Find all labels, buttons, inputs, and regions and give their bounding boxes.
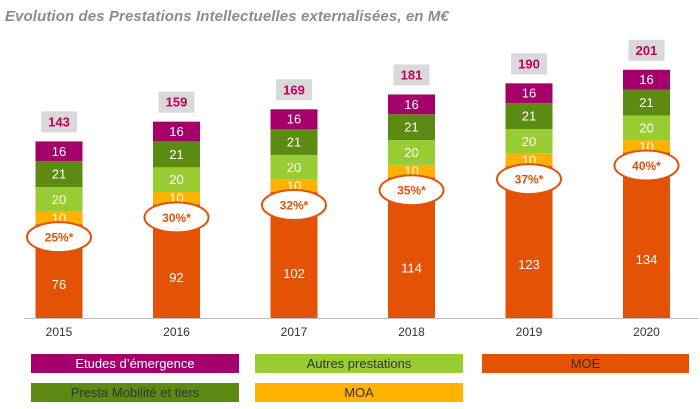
segment-value-label: 21 <box>169 147 183 162</box>
segment-value-label: 102 <box>283 266 305 281</box>
percent-label: 35%* <box>397 184 426 198</box>
total-value-label: 190 <box>518 56 540 71</box>
segment-value-label: 20 <box>287 160 301 175</box>
bar-segment-2020-1 <box>623 140 670 153</box>
total-box <box>41 111 77 133</box>
bar-segment-2017-2 <box>270 154 318 180</box>
plot-area: 761020211614325%*2015921020211615930%*20… <box>26 39 680 339</box>
bar-segment-2015-2 <box>35 187 83 212</box>
bar-segment-2019-3 <box>505 103 553 130</box>
total-value-label: 181 <box>401 67 423 82</box>
total-value-label: 201 <box>636 43 658 58</box>
segment-value-label: 134 <box>636 252 658 267</box>
segment-value-label: 123 <box>518 257 540 272</box>
segment-value-label: 21 <box>639 95 653 110</box>
total-box <box>393 64 430 86</box>
percent-label: 32%* <box>280 199 309 213</box>
percent-badge <box>613 149 680 182</box>
bar-segment-2018-1 <box>388 164 435 178</box>
segment-value-label: 16 <box>52 144 66 159</box>
legend-item: Etudes d’émergence <box>31 354 239 373</box>
bar-segment-2016-2 <box>153 167 200 193</box>
bar-segment-2018-2 <box>388 140 435 165</box>
bar-segment-2017-4 <box>270 109 318 130</box>
total-box <box>628 39 665 61</box>
x-tick-label: 2016 <box>163 325 190 339</box>
total-box <box>276 79 312 101</box>
percent-label: 40%* <box>632 159 661 173</box>
total-value-label: 159 <box>166 95 188 110</box>
segment-value-label: 20 <box>522 134 536 149</box>
bar-segment-2020-4 <box>623 69 670 90</box>
segment-value-label: 20 <box>404 145 418 160</box>
chart-title: Evolution des Prestations Intellectuelle… <box>5 8 449 25</box>
segment-value-label: 20 <box>52 192 66 207</box>
x-tick-label: 2018 <box>398 325 425 339</box>
percent-badge <box>143 201 210 234</box>
percent-label: 37%* <box>515 173 544 187</box>
segment-value-label: 21 <box>287 135 301 150</box>
x-tick-label: 2019 <box>516 325 543 339</box>
segment-value-label: 16 <box>639 72 653 87</box>
bar-segment-2018-3 <box>388 114 435 141</box>
bar-segment-2018-4 <box>388 94 435 115</box>
legend-item: MOA <box>255 383 463 402</box>
legend-item: Presta Mobilité et tiers <box>31 383 239 402</box>
x-tick-label: 2017 <box>281 325 308 339</box>
total-box <box>158 91 195 113</box>
segment-value-label: 20 <box>639 120 653 135</box>
percent-badge <box>261 189 327 222</box>
segment-value-label: 20 <box>169 172 183 187</box>
bar-segment-2015-4 <box>35 141 83 162</box>
bar-segment-2019-4 <box>505 83 553 104</box>
segment-value-label: 21 <box>522 109 536 124</box>
segment-value-label: 76 <box>52 277 66 292</box>
bar-segment-2020-2 <box>623 115 670 141</box>
percent-label: 30%* <box>162 211 191 225</box>
percent-badge <box>378 174 445 207</box>
segment-value-label: 21 <box>404 120 418 135</box>
total-value-label: 169 <box>283 82 305 97</box>
bar-segment-2017-1 <box>270 179 318 193</box>
bar-segment-2019-2 <box>505 129 553 154</box>
bar-segment-2019-1 <box>505 153 553 167</box>
bar-segment-2016-1 <box>153 192 200 205</box>
segment-value-label: 114 <box>401 261 422 276</box>
segment-value-label: 16 <box>404 97 418 112</box>
bar-segment-2017-3 <box>270 129 318 155</box>
bar-segment-2016-3 <box>153 141 200 168</box>
bar-segment-2020-3 <box>623 89 670 116</box>
segment-value-label: 16 <box>169 124 183 139</box>
bar-segment-2015-3 <box>35 161 83 188</box>
segment-value-label: 16 <box>287 112 301 127</box>
legend-item: MOE <box>482 354 689 373</box>
percent-badge <box>26 221 92 254</box>
x-tick-label: 2020 <box>633 325 660 339</box>
segment-value-label: 16 <box>522 86 536 101</box>
percent-label: 25%* <box>45 231 74 245</box>
bar-segment-2016-4 <box>153 121 200 142</box>
segment-value-label: 21 <box>52 167 66 182</box>
total-value-label: 143 <box>48 114 70 129</box>
total-box <box>511 53 547 75</box>
x-tick-label: 2015 <box>46 325 73 339</box>
bar-segment-2015-1 <box>35 211 83 225</box>
percent-badge <box>496 163 562 196</box>
legend-item: Autres prestations <box>255 354 463 373</box>
segment-value-label: 92 <box>169 270 183 285</box>
